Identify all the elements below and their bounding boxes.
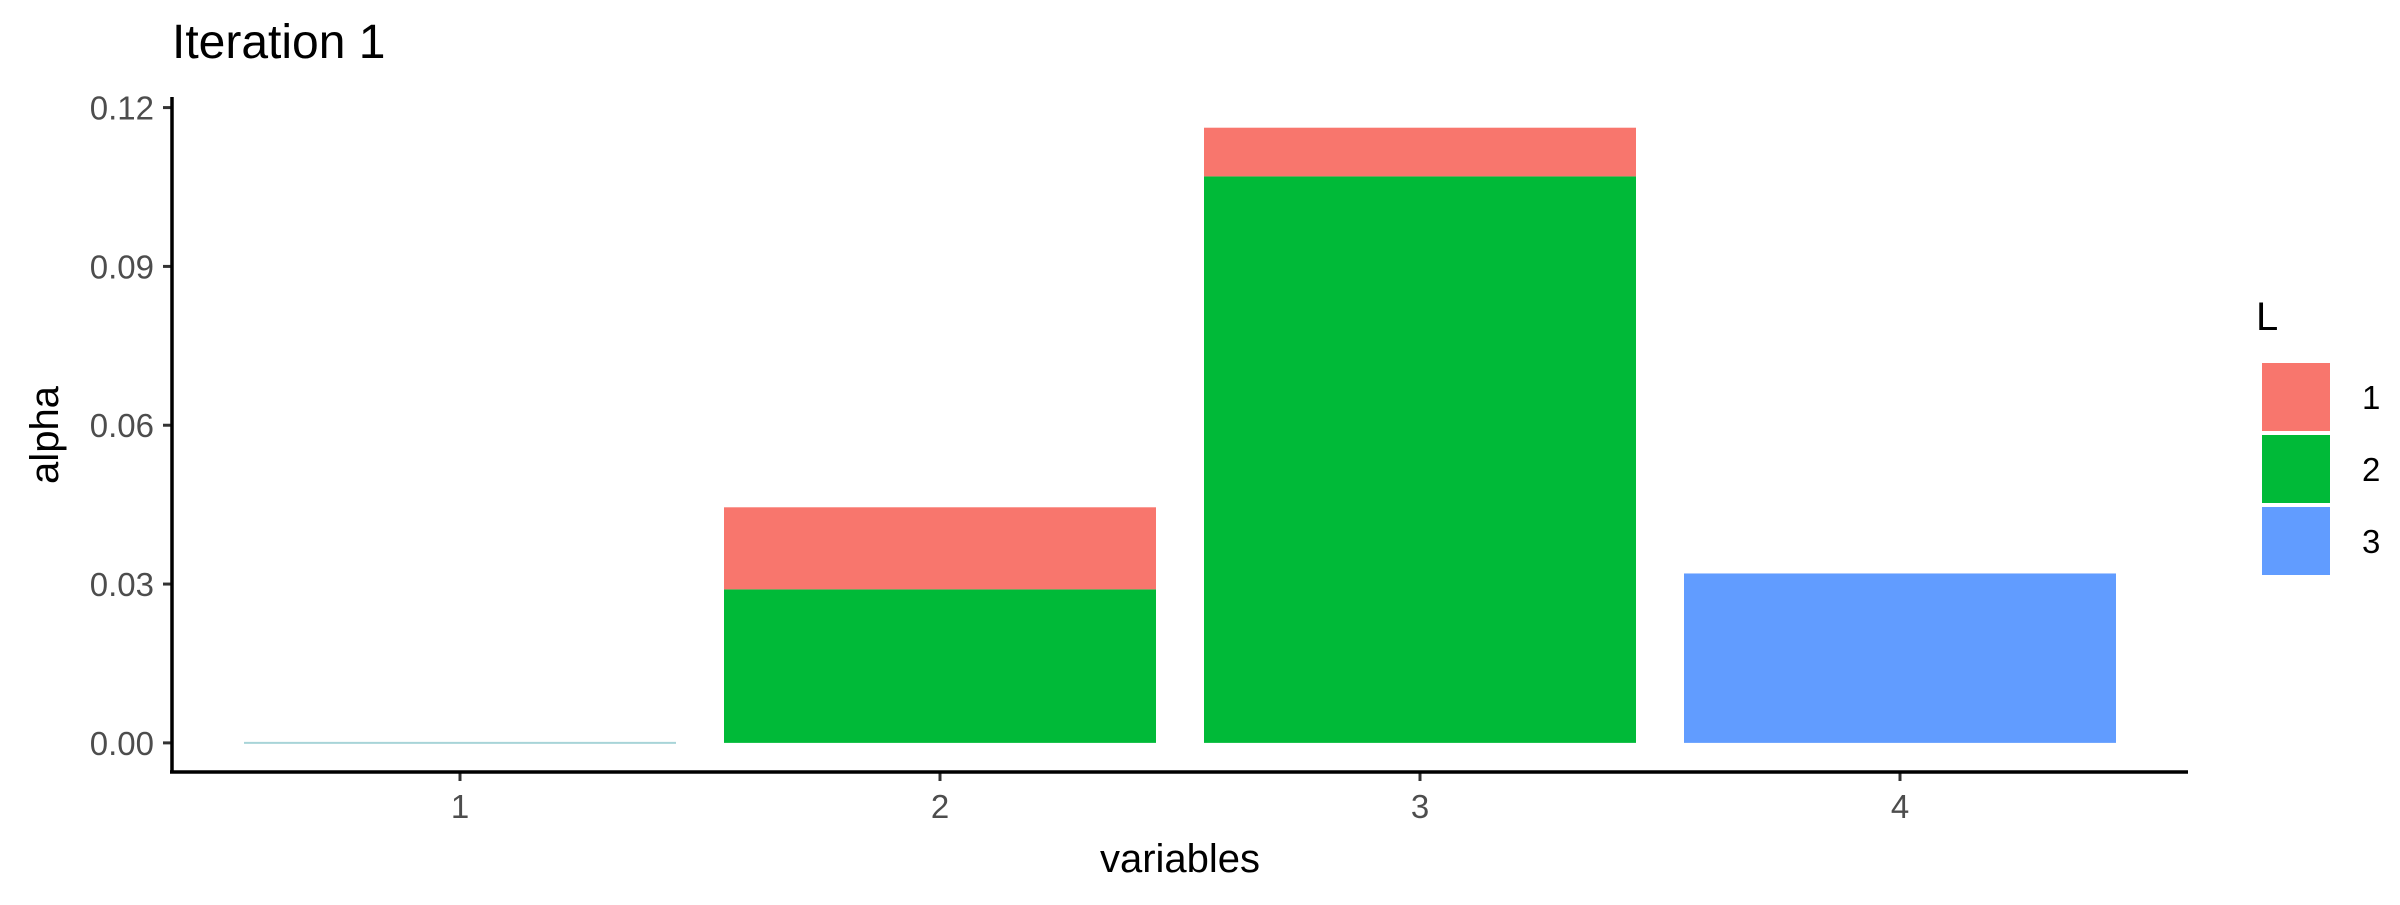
bar-2-series-2 bbox=[724, 589, 1156, 743]
legend-key-1 bbox=[2262, 363, 2330, 431]
bar-2-series-1 bbox=[724, 507, 1156, 590]
y-tick-label: 0.03 bbox=[90, 566, 154, 603]
legend-label-3: 3 bbox=[2362, 523, 2380, 560]
bars-layer bbox=[244, 127, 2116, 744]
chart-title: Iteration 1 bbox=[172, 16, 385, 69]
y-tick-label: 0.00 bbox=[90, 725, 154, 762]
x-axis: 1 2 3 4 bbox=[451, 772, 1909, 825]
legend-title: L bbox=[2256, 295, 2278, 339]
legend: L 1 2 3 bbox=[2256, 295, 2380, 575]
y-tick-label: 0.09 bbox=[90, 248, 154, 285]
legend-key-2 bbox=[2262, 435, 2330, 503]
x-tick-label: 3 bbox=[1411, 788, 1429, 825]
bar-3-series-2 bbox=[1204, 176, 1636, 743]
y-axis: 0.00 0.03 0.06 0.09 0.12 bbox=[90, 90, 172, 762]
y-axis-label: alpha bbox=[23, 385, 67, 484]
x-tick-label: 1 bbox=[451, 788, 469, 825]
legend-label-2: 2 bbox=[2362, 451, 2380, 488]
bar-3-series-1 bbox=[1204, 127, 1636, 177]
y-tick-label: 0.06 bbox=[90, 407, 154, 444]
bar-4-series-3 bbox=[1684, 573, 2116, 743]
x-tick-label: 2 bbox=[931, 788, 949, 825]
y-tick-label: 0.12 bbox=[90, 90, 154, 127]
legend-label-1: 1 bbox=[2362, 379, 2380, 416]
x-axis-label: variables bbox=[1100, 837, 1260, 881]
x-tick-label: 4 bbox=[1891, 788, 1909, 825]
legend-key-3 bbox=[2262, 507, 2330, 575]
